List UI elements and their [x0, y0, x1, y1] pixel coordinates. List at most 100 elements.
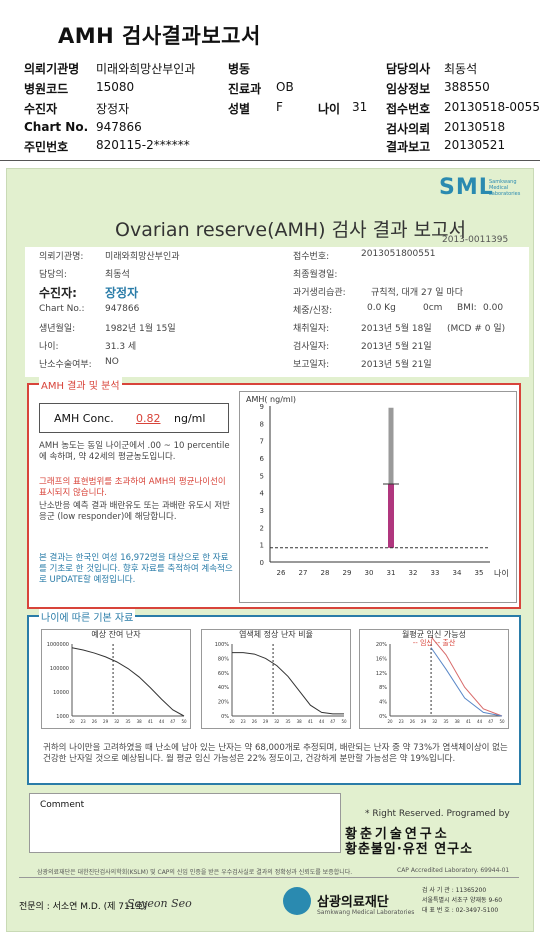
info-age-value: 31.3 세 [105, 342, 137, 352]
chromosome-chart: 염색체 정상 난자 비율 0% 20% 40% 60% 80% 100% 20 23 26 29 3… [201, 629, 351, 729]
specialist-signature: Soyeon Seo [127, 897, 192, 910]
chromosome-chart-y-tick-label: 20% [218, 700, 229, 706]
request-label: 검사의뢰 [386, 122, 431, 136]
info-mcd-value: (MCD # 0 일) [447, 324, 506, 334]
chromosome-chart-title: 염색체 정상 난자 비율 [239, 630, 313, 639]
amh-y-tick-label: 1 [260, 542, 264, 550]
info-inst-value: 미래와희망산부인과 [105, 252, 180, 262]
report-number: 2013-0011395 [442, 235, 509, 245]
sex-label: 성별 [228, 102, 251, 116]
info-patient-label: 수진자: [39, 286, 77, 300]
chart-no-value: 947866 [96, 120, 142, 134]
pregnancy-chart-x-tick-label: 41 [466, 719, 472, 724]
info-recv-label: 접수번호: [293, 252, 330, 262]
eggs-chart-x-tick-label: 20 [69, 719, 75, 724]
eggs-chart-x-tick-label: 38 [137, 719, 143, 724]
info-birth-value: 1982년 1월 15일 [105, 324, 176, 334]
patient-info-panel: 의뢰기관명: 미래와희망산부인과 담당의: 최동석 수진자: 장정자 Chart… [25, 247, 529, 377]
chromosome-chart-y-tick-label: 60% [218, 671, 229, 677]
rrn-value: 820115-2****** [96, 138, 190, 152]
chromosome-chart-x-tick-label: 41 [308, 719, 314, 724]
eggs-chart-y-tick-label: 1000000 [47, 642, 69, 648]
eggs-chart-series-line [71, 647, 185, 717]
amh-patient-bar [388, 484, 394, 548]
age-section-heading: 나이에 따른 기본 자료 [39, 609, 136, 624]
chromosome-chart-y-tick-label: 40% [218, 685, 229, 691]
eggs-chart-x-tick-label: 47 [170, 719, 176, 724]
eggs-chart-title: 예상 잔여 난자 [91, 630, 141, 639]
address-line: 대 표 번 호 : 02-3497-5100 [422, 907, 499, 914]
pregnancy-chart-title: 월평균 임신 가능성 [402, 630, 466, 639]
amh-x-tick-label: 29 [343, 569, 352, 577]
eggs-chart-y-tick-label: 1000 [56, 714, 69, 720]
amh-x-tick-label: 28 [321, 569, 330, 577]
address-line: 서울특별시 서초구 양재동 9-60 [422, 897, 503, 904]
doctor-value: 최동석 [444, 62, 478, 76]
info-patient-value: 장정자 [105, 286, 139, 300]
amh-x-tick-label: 32 [409, 569, 418, 577]
amh-conc-value: 0.82 [136, 412, 161, 425]
info-report-value: 2013년 5월 21일 [361, 360, 432, 370]
info-height-value: 0cm [423, 303, 443, 313]
info-report-label: 보고일자: [293, 360, 330, 370]
chromosome-chart-x-tick-label: 29 [263, 719, 269, 724]
chromosome-chart-y-tick-label: 100% [215, 642, 230, 648]
eggs-chart-y-tick-label: 100000 [50, 666, 69, 672]
amh-x-tick-label: 33 [431, 569, 440, 577]
pregnancy-chart-x-tick-label: 32 [432, 719, 438, 724]
doctor-label: 담당의사 [386, 62, 431, 76]
info-weight-label: 체중/신장: [293, 306, 333, 316]
specialist-text: 전문의 : 서소연 M.D. (제 711호) [19, 902, 148, 912]
info-age-label: 나이: [39, 342, 59, 352]
chromosome-chart-x-tick-label: 38 [297, 719, 303, 724]
pregnancy-chart-y-tick-label: 16% [376, 656, 387, 662]
info-test-label: 검사일자: [293, 342, 330, 352]
pregnancy-chart-x-tick-label: 23 [399, 719, 405, 724]
amh-y-tick-label: 4 [260, 490, 265, 498]
amh-y-tick-label: 6 [260, 455, 265, 463]
chromosome-chart-x-tick-label: 47 [330, 719, 336, 724]
certification-text: 삼광의료재단은 대한진단검사의학회(KSLM) 및 CAP의 신임 인증을 받은… [37, 869, 353, 876]
pregnancy-chart-y-tick-label: 8% [379, 685, 387, 691]
amh-response-text: 난소반응 예측 결과 배란유도 또는 과배란 유도시 저반응군 (low res… [39, 501, 230, 522]
rrn-label: 주민번호 [24, 140, 69, 154]
chromosome-chart-y-tick-label: 0% [221, 714, 229, 720]
info-inst-label: 의뢰기관명: [39, 252, 84, 262]
age-value: 31 [352, 100, 368, 114]
chromosome-chart-y-tick-label: 80% [218, 656, 229, 662]
result-report-label: 결과보고 [386, 140, 431, 154]
pregnancy-chart-x-tick-label: 44 [477, 719, 483, 724]
comment-label: Comment [40, 800, 85, 810]
pregnancy-chart-y-tick-label: 0% [379, 714, 387, 720]
info-recv-value: 2013051800551 [361, 249, 436, 259]
amh-y-tick-label: 9 [260, 403, 264, 411]
chromosome-chart-x-tick-label: 23 [241, 719, 247, 724]
amh-chart-ylabel: AMH( ng/ml) [246, 395, 296, 404]
info-mens-value: 규칙적, 대개 27 일 마다 [371, 288, 463, 298]
amh-conc-label: AMH Conc. [54, 412, 114, 425]
address-line: 검 사 기 관 : 11365200 [422, 887, 487, 894]
footer-divider [19, 877, 519, 878]
chromosome-chart-x-tick-label: 32 [274, 719, 280, 724]
chromosome-chart-x-tick-label: 26 [252, 719, 258, 724]
info-birth-label: 생년월일: [39, 324, 76, 334]
header-row: 주민번호 820115-2****** 결과보고 20130521 [24, 138, 505, 155]
patient-label: 수진자 [24, 102, 58, 116]
scanned-report: SML Samkwang Medical Laboratories Ovaria… [6, 168, 534, 932]
dept-label: 진료과 [228, 82, 262, 96]
eggs-chart: 예상 잔여 난자 1000 10000 100000 1000000 20 23 26 29 3… [41, 629, 191, 729]
info-mens-label: 과거생리습관: [293, 288, 346, 298]
chromosome-chart-x-tick-label: 20 [229, 719, 235, 724]
report-title: AMH 검사결과보고서 [58, 24, 261, 48]
info-weight-value: 0.0 Kg [367, 303, 396, 313]
pregnancy-chart-y-tick-label: 12% [376, 671, 387, 677]
age-label: 나이 [318, 102, 341, 116]
chromosome-chart-x-tick-label: 50 [341, 719, 347, 724]
amh-chart-xlabel: 나이 [494, 568, 509, 578]
foundation-name-en: Samkwang Medical Laboratories [317, 909, 415, 916]
amh-data-note: 본 결과는 한국인 여성 16,972명을 대상으로 한 자료를 기초로 한 것… [39, 553, 233, 585]
sex-value: F [276, 100, 283, 114]
receipt-value: 20130518-00551 [444, 100, 540, 114]
lab-name-2: 황춘불임·유전 연구소 [345, 842, 474, 857]
